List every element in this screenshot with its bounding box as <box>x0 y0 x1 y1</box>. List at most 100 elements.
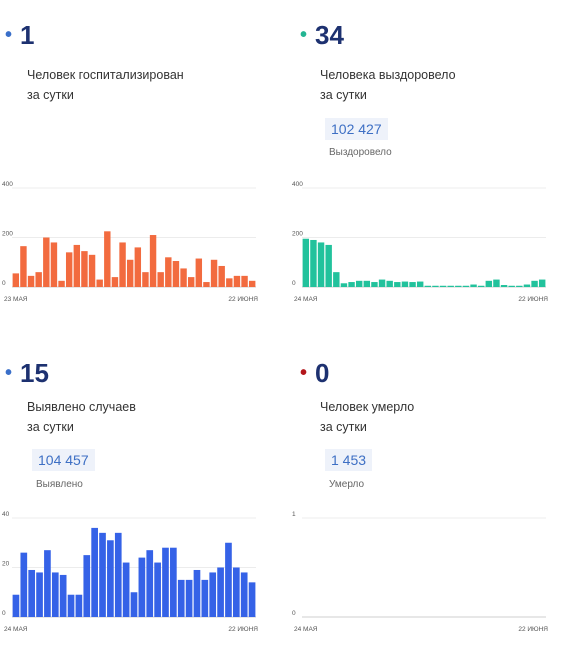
bar <box>317 242 325 287</box>
y-tick-label: 1 <box>292 511 296 518</box>
x-start-label: 24 МАЯ <box>294 296 318 303</box>
cases-desc-line2: за сутки <box>27 420 74 434</box>
bar <box>225 542 232 617</box>
bar <box>96 279 103 287</box>
bar <box>516 285 523 287</box>
hospitalized-dot-icon: • <box>5 24 13 46</box>
bar <box>154 562 161 617</box>
bar <box>122 562 130 617</box>
bar <box>172 261 180 287</box>
bar <box>209 572 217 617</box>
recovered-headline: • 34 <box>300 22 344 48</box>
hospitalized-chart: 0 200 400 23 МАЯ 22 ИЮНЯ <box>2 181 258 303</box>
y-tick-label: 200 <box>292 231 303 238</box>
bar <box>193 569 201 617</box>
bar <box>493 279 500 287</box>
bar <box>416 281 424 287</box>
recovered-count: 34 <box>315 20 344 50</box>
bar <box>226 278 233 287</box>
cases-desc-line1: Выявлено случаев <box>27 400 136 414</box>
bar <box>111 277 119 287</box>
bar <box>409 282 416 287</box>
hospitalized-description: Человек госпитализирован за сутки <box>27 65 184 105</box>
cases-chart: 0 20 40 24 МАЯ 22 ИЮНЯ <box>2 511 258 633</box>
bar <box>20 246 27 287</box>
hospitalized-panel: • 1 Человек госпитализирован за сутки 0 2… <box>0 0 290 325</box>
bar <box>325 244 332 287</box>
bar <box>91 527 98 617</box>
bar <box>44 550 51 617</box>
deaths-desc-line2: за сутки <box>320 420 367 434</box>
recovered-desc-line2: за сутки <box>320 88 367 102</box>
bar <box>240 572 248 617</box>
y-tick-label: 200 <box>2 231 13 238</box>
x-end-label: 22 ИЮНЯ <box>518 296 548 303</box>
bar <box>67 594 75 617</box>
bar <box>170 547 177 617</box>
bar <box>340 283 348 287</box>
y-tick-label: 0 <box>292 280 296 287</box>
bar <box>523 284 531 287</box>
cases-headline: • 15 <box>5 360 49 386</box>
bar <box>165 257 172 287</box>
cases-total-label: Выявлено <box>36 479 83 490</box>
y-tick-label: 40 <box>2 511 10 518</box>
x-start-label: 24 МАЯ <box>4 626 28 633</box>
bar <box>538 279 546 287</box>
bar <box>59 574 67 617</box>
bar <box>210 259 218 287</box>
bar <box>20 552 28 617</box>
bar <box>439 285 447 287</box>
deaths-panel: • 0 Человек умерло за сутки 1 453 Умерло… <box>290 325 580 650</box>
bar <box>27 275 35 287</box>
bar <box>51 572 59 617</box>
cases-dot-icon: • <box>5 362 13 384</box>
y-tick-label: 400 <box>2 181 13 188</box>
bar <box>187 277 195 287</box>
cases-description: Выявлено случаев за сутки <box>27 397 136 437</box>
y-tick-label: 0 <box>2 280 6 287</box>
deaths-desc-line1: Человек умерло <box>320 400 415 414</box>
bar <box>232 567 240 617</box>
recovered-desc-line1: Человека выздоровело <box>320 68 456 82</box>
bar <box>310 239 317 287</box>
bar <box>302 238 310 287</box>
bar <box>12 594 20 617</box>
bar <box>99 532 106 617</box>
x-end-label: 22 ИЮНЯ <box>228 626 258 633</box>
recovered-total: 102 427 <box>325 118 388 140</box>
y-tick-label: 400 <box>292 181 303 188</box>
recovered-panel: • 34 Человека выздоровело за сутки 102 4… <box>290 0 580 325</box>
deaths-count: 0 <box>315 358 330 388</box>
recovered-description: Человека выздоровело за сутки <box>320 65 456 105</box>
bar <box>107 540 114 617</box>
bar <box>447 285 454 287</box>
deaths-dot-icon: • <box>300 362 308 384</box>
bar <box>134 247 142 287</box>
bar <box>217 567 224 617</box>
hospitalized-desc-line1: Человек госпитализирован <box>27 68 184 82</box>
bar <box>241 275 248 287</box>
cases-count: 15 <box>20 358 49 388</box>
bar <box>138 557 146 617</box>
deaths-total: 1 453 <box>325 449 373 471</box>
bar <box>50 242 58 287</box>
bar <box>177 579 185 617</box>
bar <box>142 272 149 287</box>
bar <box>162 547 169 617</box>
x-start-label: 24 МАЯ <box>294 626 318 633</box>
bar <box>157 272 164 287</box>
y-tick-label: 20 <box>2 561 10 568</box>
bar <box>146 550 154 617</box>
bar <box>455 285 462 287</box>
bar <box>58 280 65 287</box>
bar <box>531 280 538 287</box>
bar <box>149 235 157 287</box>
bar <box>114 532 122 617</box>
bar <box>371 282 378 287</box>
bar <box>75 594 83 617</box>
x-end-label: 22 ИЮНЯ <box>518 626 548 633</box>
bar <box>195 258 203 287</box>
bar <box>88 254 96 287</box>
bar <box>28 569 36 617</box>
